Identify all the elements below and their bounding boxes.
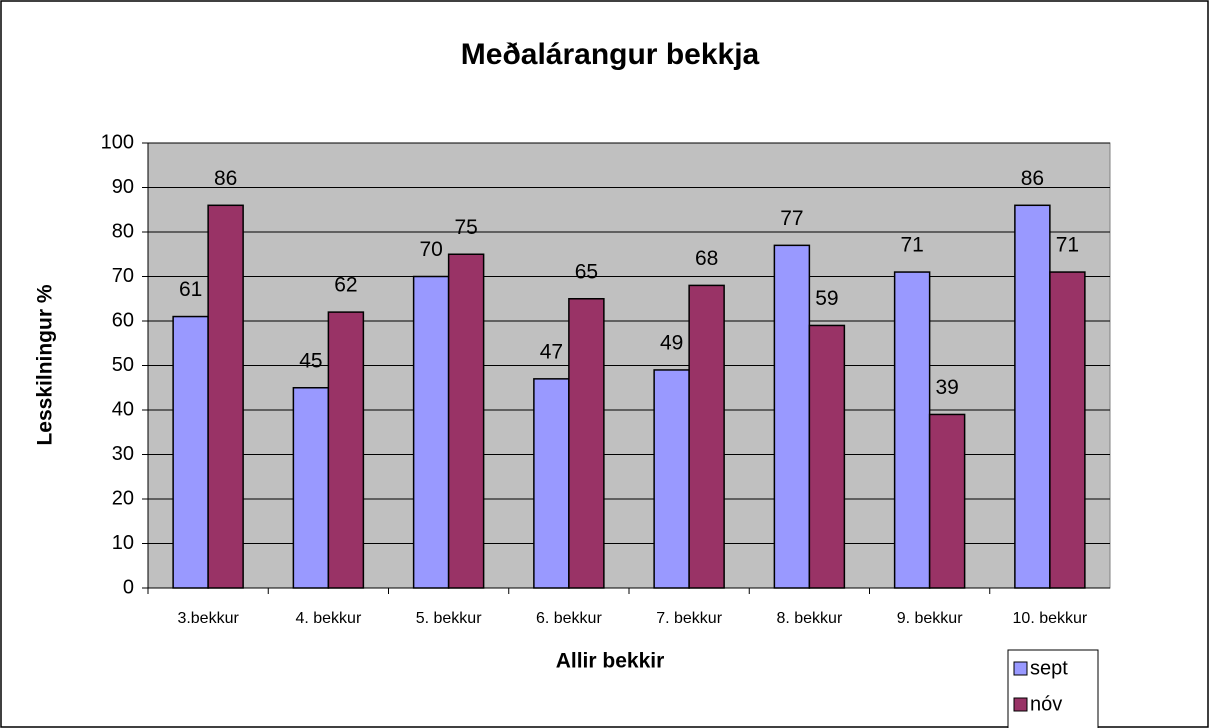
data-label: 71 bbox=[1056, 234, 1079, 257]
data-label: 61 bbox=[179, 278, 202, 301]
x-tick-label: 6. bekkur bbox=[536, 610, 602, 627]
y-tick-label: 100 bbox=[101, 131, 134, 153]
bar bbox=[412, 275, 450, 589]
y-axis-label: Lesskilningur % bbox=[34, 284, 57, 445]
bar bbox=[808, 324, 846, 589]
x-tick-label: 10. bekkur bbox=[1013, 610, 1088, 627]
x-axis-label: Allir bekkir bbox=[556, 650, 665, 673]
y-tick-label: 20 bbox=[112, 487, 134, 509]
data-label: 39 bbox=[935, 376, 958, 399]
data-label: 70 bbox=[419, 238, 442, 261]
data-label: 77 bbox=[780, 207, 803, 230]
bar bbox=[1014, 204, 1051, 589]
data-label: 75 bbox=[454, 216, 477, 239]
bar bbox=[292, 387, 330, 589]
legend-label: sept bbox=[1030, 657, 1068, 679]
data-label: 49 bbox=[660, 331, 683, 354]
data-label: 47 bbox=[540, 340, 563, 363]
bar bbox=[207, 204, 244, 589]
x-tick-label: 7. bekkur bbox=[656, 610, 722, 627]
data-label: 71 bbox=[900, 234, 923, 257]
data-label: 86 bbox=[1021, 167, 1044, 190]
y-tick-label: 10 bbox=[112, 532, 134, 554]
legend-swatch bbox=[1013, 661, 1028, 676]
x-tick-label: 5. bekkur bbox=[416, 610, 482, 627]
x-tick-label: 9. bekkur bbox=[897, 610, 963, 627]
y-tick-label: 50 bbox=[112, 354, 134, 376]
y-tick-label: 60 bbox=[112, 309, 134, 331]
x-tick-label: 3.bekkur bbox=[177, 610, 239, 627]
bar bbox=[172, 315, 209, 589]
chart-title: Meðalárangur bekkja bbox=[461, 38, 760, 71]
y-tick-label: 0 bbox=[123, 576, 134, 598]
bar bbox=[447, 253, 485, 589]
legend-label: nóv bbox=[1030, 693, 1062, 715]
bar bbox=[928, 413, 966, 589]
y-tick-label: 90 bbox=[112, 176, 134, 198]
y-tick-label: 40 bbox=[112, 398, 134, 420]
data-label: 59 bbox=[815, 287, 838, 310]
y-tick-label: 80 bbox=[112, 220, 134, 242]
bar bbox=[773, 244, 811, 589]
bar bbox=[327, 311, 365, 589]
x-tick-label: 8. bekkur bbox=[776, 610, 842, 627]
y-tick-label: 70 bbox=[112, 265, 134, 287]
data-label: 86 bbox=[214, 167, 237, 190]
x-tick-label: 4. bekkur bbox=[295, 610, 361, 627]
data-label: 45 bbox=[299, 349, 322, 372]
bar bbox=[568, 298, 605, 589]
bar bbox=[893, 271, 931, 589]
bar bbox=[1049, 271, 1086, 589]
bar bbox=[533, 378, 570, 589]
data-label: 65 bbox=[575, 260, 598, 283]
bar bbox=[653, 369, 690, 589]
data-label: 68 bbox=[695, 247, 718, 270]
legend-swatch bbox=[1013, 697, 1028, 712]
y-tick-label: 30 bbox=[112, 443, 134, 465]
bar bbox=[688, 284, 725, 589]
data-label: 62 bbox=[334, 274, 357, 297]
